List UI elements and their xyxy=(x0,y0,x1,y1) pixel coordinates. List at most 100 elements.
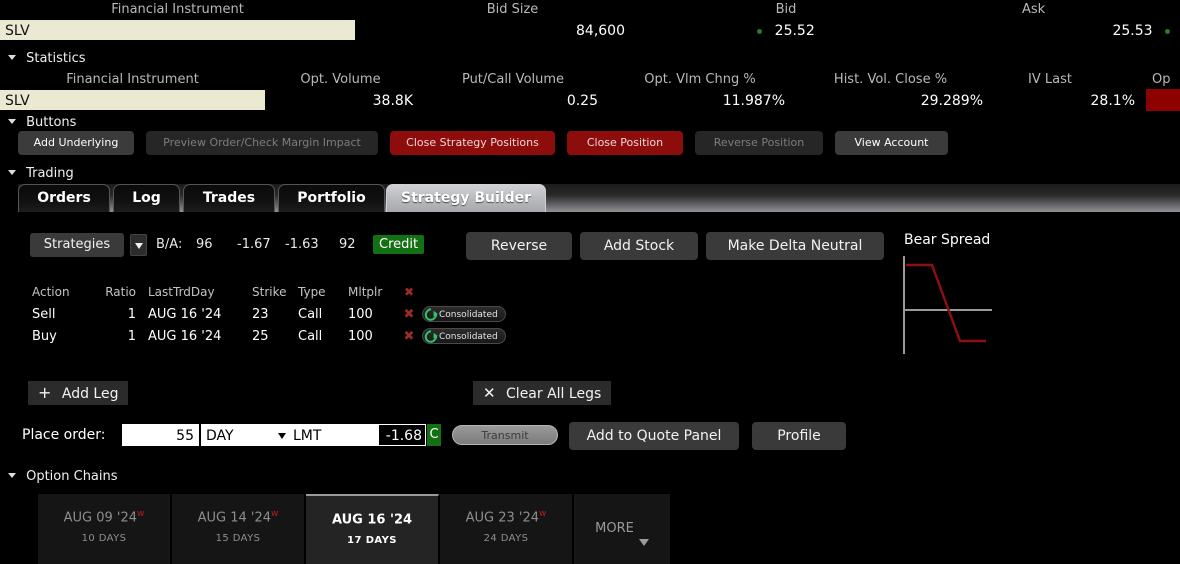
tab-log[interactable]: Log xyxy=(113,184,180,212)
leg-strike: 23 xyxy=(252,306,269,322)
chevron-down-icon[interactable] xyxy=(8,473,16,478)
strategies-button[interactable]: Strategies xyxy=(30,233,124,257)
time-in-force-select[interactable]: DAY xyxy=(201,424,293,446)
add-leg-button[interactable]: + Add Leg xyxy=(28,381,129,405)
leg-exchange-cell: Consolidated xyxy=(422,326,506,346)
quote-header: Financial Instrument SLV Bid Size 84,600… xyxy=(0,0,1180,46)
leg-type: Call xyxy=(298,306,323,322)
section-divider-statistics xyxy=(0,57,1180,58)
plus-icon: + xyxy=(38,383,52,402)
quote-col-instrument: Financial Instrument SLV xyxy=(0,0,355,40)
tab-strategy-builder[interactable]: Strategy Builder xyxy=(386,184,546,212)
chevron-down-icon[interactable] xyxy=(8,119,16,124)
leg-remove-icon[interactable]: ✖ xyxy=(403,328,415,344)
stat-label-iv-last: IV Last xyxy=(1028,72,1072,87)
stat-label-truncated: Op xyxy=(1152,72,1171,87)
section-buttons-header[interactable]: Buttons xyxy=(0,112,1180,131)
order-type-select[interactable]: LMT xyxy=(288,424,383,446)
chevron-down-icon[interactable] xyxy=(8,55,16,60)
leg-last-trd-day: AUG 16 '24 xyxy=(148,306,222,322)
expiry-date-text: AUG 16 '24 xyxy=(331,512,413,528)
tab-trades[interactable]: Trades xyxy=(183,184,275,212)
table-row[interactable]: Buy 1 AUG 16 '24 25 Call 100 ✖ Consolida… xyxy=(32,326,506,346)
reverse-position-button[interactable]: Reverse Position xyxy=(695,131,823,155)
add-underlying-button[interactable]: Add Underlying xyxy=(18,131,134,155)
add-to-quote-panel-button[interactable]: Add to Quote Panel xyxy=(569,422,739,450)
statistics-row: Financial Instrument SLV Opt. Volume 38.… xyxy=(0,67,1180,112)
stat-label-put-call-volume: Put/Call Volume xyxy=(461,72,565,87)
quote-label-bid: Bid xyxy=(775,2,797,17)
expiry-tab-aug-14[interactable]: AUG 14 '24w 15 DAYS xyxy=(172,494,305,564)
strategies-dropdown-toggle[interactable] xyxy=(130,234,147,256)
add-stock-button[interactable]: Add Stock xyxy=(580,232,698,260)
limit-price-input[interactable]: -1.68 xyxy=(378,424,426,446)
section-divider-option-chains xyxy=(0,475,1180,476)
ask-tick-dot-icon xyxy=(1165,28,1170,34)
leg-action: Sell xyxy=(32,306,56,322)
section-trading-header[interactable]: Trading xyxy=(0,163,1180,182)
payoff-chart xyxy=(903,256,992,354)
time-in-force-value: DAY xyxy=(206,428,234,444)
transmit-button[interactable]: Transmit xyxy=(452,425,558,445)
view-account-button[interactable]: View Account xyxy=(835,131,948,155)
close-strategy-positions-button[interactable]: Close Strategy Positions xyxy=(390,131,555,155)
reverse-button[interactable]: Reverse xyxy=(466,232,572,260)
close-position-button[interactable]: Close Position xyxy=(567,131,683,155)
legs-header-remove-all-icon[interactable]: ✖ xyxy=(403,285,415,299)
place-order-label: Place order: xyxy=(22,427,106,443)
expiry-tab-aug-23[interactable]: AUG 23 '24w 24 DAYS xyxy=(440,494,573,564)
expiry-days: 15 DAYS xyxy=(215,533,261,545)
chevron-down-icon xyxy=(638,538,649,546)
quote-value-bid-size: 84,600 xyxy=(576,23,625,39)
quote-col-bid: Bid 25.52 xyxy=(670,0,902,42)
legs-header-lasttrdday: LastTrdDay xyxy=(148,285,215,299)
stat-label-hist-vol-close: Hist. Vol. Close % xyxy=(833,72,948,87)
bid-tick-dot-icon xyxy=(757,28,763,34)
stat-col-opt-volume: Opt. Volume 38.8K xyxy=(268,70,413,112)
quote-label-bid-size: Bid Size xyxy=(486,2,539,17)
tab-portfolio[interactable]: Portfolio xyxy=(278,184,385,212)
stat-label-opt-volume: Opt. Volume xyxy=(300,72,381,87)
tab-orders[interactable]: Orders xyxy=(18,184,110,212)
credit-flag-badge: C xyxy=(427,424,441,446)
refresh-icon xyxy=(422,305,440,324)
refresh-icon xyxy=(422,327,440,346)
leg-mltplr: 100 xyxy=(348,306,373,322)
section-statistics-inner: Statistics xyxy=(0,48,92,67)
chevron-down-icon[interactable] xyxy=(8,170,16,175)
more-expiries-button[interactable]: MORE xyxy=(574,494,670,564)
leg-ratio: 1 xyxy=(127,306,136,322)
quote-value-bid-wrap: 25.52 xyxy=(670,20,902,42)
ba-ask-size: 92 xyxy=(339,237,356,252)
make-delta-neutral-button[interactable]: Make Delta Neutral xyxy=(706,232,884,260)
instrument-input[interactable]: SLV xyxy=(0,20,355,40)
stat-col-hist-vol-close: Hist. Vol. Close % 29.289% xyxy=(798,70,983,112)
leg-exchange-label: Consolidated xyxy=(439,332,498,342)
weekly-marker: w xyxy=(271,509,279,519)
section-option-chains-header[interactable]: Option Chains xyxy=(0,466,1180,485)
stat-col-instrument: Financial Instrument SLV xyxy=(0,70,265,110)
legs-header-strike: Strike xyxy=(252,285,287,299)
ba-bid-size: 96 xyxy=(196,237,213,252)
leg-exchange-selector[interactable]: Consolidated xyxy=(422,305,506,324)
expiry-date: AUG 16 '24 xyxy=(306,511,438,527)
strategy-legs-table: Action Ratio LastTrdDay Strike Type Mltp… xyxy=(30,280,508,348)
leg-mltplr: 100 xyxy=(348,328,373,344)
profile-button[interactable]: Profile xyxy=(752,422,846,450)
stat-value-hist-vol-close: 29.289% xyxy=(920,93,983,109)
table-row[interactable]: Sell 1 AUG 16 '24 23 Call 100 ✖ Consolid… xyxy=(32,304,506,324)
preview-order-button[interactable]: Preview Order/Check Margin Impact xyxy=(146,131,378,155)
section-statistics-header[interactable]: Statistics xyxy=(0,48,1180,67)
leg-remove-icon[interactable]: ✖ xyxy=(403,306,415,322)
legs-header-exchange xyxy=(422,282,506,302)
expiry-tab-aug-09[interactable]: AUG 09 '24w 10 DAYS xyxy=(38,494,171,564)
expiry-tab-aug-16[interactable]: AUG 16 '24 17 DAYS xyxy=(306,494,439,564)
clear-all-legs-button[interactable]: ✕ Clear All Legs xyxy=(473,381,612,405)
strategy-builder-panel: Strategies B/A: 96 -1.67 -1.63 92 Credit… xyxy=(18,228,1180,460)
stat-instrument-input[interactable]: SLV xyxy=(0,90,265,110)
leg-exchange-selector[interactable]: Consolidated xyxy=(422,327,506,346)
stat-value-opt-volume: 38.8K xyxy=(372,93,413,109)
order-quantity-input[interactable]: 55 xyxy=(122,424,199,446)
section-divider-buttons xyxy=(0,121,1180,122)
